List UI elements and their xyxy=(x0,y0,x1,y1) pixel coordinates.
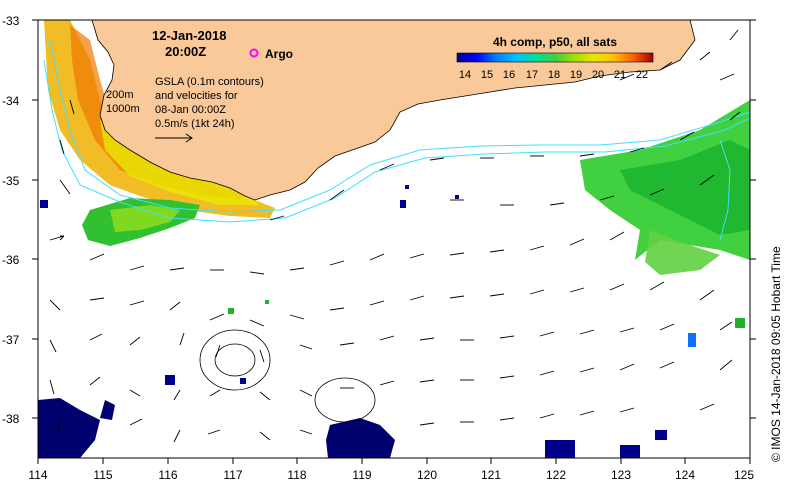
sst-green-west xyxy=(82,198,200,246)
colorbar-tick: 21 xyxy=(614,69,626,81)
y-tick-label: -34 xyxy=(2,94,20,108)
map-date: 12-Jan-2018 xyxy=(152,28,226,43)
velocity-arrows xyxy=(49,29,741,443)
colorbar-tick: 18 xyxy=(548,69,560,81)
argo-label: Argo xyxy=(265,47,293,61)
x-tick-label: 121 xyxy=(481,468,501,482)
y-tick-label: -38 xyxy=(2,412,20,426)
axis-ticks xyxy=(32,19,756,464)
x-tick-label: 116 xyxy=(158,468,177,482)
sst-cold-patches xyxy=(38,398,395,458)
depth-label-200m: 200m xyxy=(106,89,134,101)
y-tick-label: -35 xyxy=(2,174,20,188)
x-tick-label: 114 xyxy=(28,468,47,482)
map-time: 20:00Z xyxy=(165,44,206,59)
argo-legend: Argo xyxy=(249,47,293,61)
x-tick-label: 124 xyxy=(675,468,695,482)
x-tick-label: 123 xyxy=(611,468,631,482)
x-tick-label: 122 xyxy=(546,468,566,482)
sst-green-east xyxy=(580,100,750,275)
colorbar-tick: 19 xyxy=(570,69,582,81)
sst-scatter xyxy=(40,185,745,458)
colorbar-tick: 17 xyxy=(526,69,538,81)
description-line: GSLA (0.1m contours) xyxy=(155,76,264,88)
colorbar-tick: 15 xyxy=(481,69,493,81)
x-tick-label: 125 xyxy=(734,468,754,482)
plot-area xyxy=(38,20,750,458)
eddies xyxy=(199,329,376,423)
argo-marker-icon xyxy=(249,48,259,58)
colorbar: 4h comp, p50, all sats 14 15 16 17 18 19… xyxy=(456,35,654,81)
y-tick-label: -37 xyxy=(2,333,20,347)
description-line: and velocities for xyxy=(155,90,238,102)
x-tick-label: 120 xyxy=(417,468,437,482)
colorbar-title: 4h comp, p50, all sats xyxy=(493,35,617,49)
description-line: 0.5m/s (1kt 24h) xyxy=(155,118,234,130)
y-tick-labels: -33 -34 -35 -36 -37 -38 xyxy=(2,14,20,426)
x-tick-label: 117 xyxy=(223,468,242,482)
colorbar-tick: 14 xyxy=(459,69,471,81)
x-tick-label: 118 xyxy=(287,468,306,482)
x-tick-label: 119 xyxy=(352,468,371,482)
plot-frame xyxy=(37,19,751,459)
scale-arrow-icon xyxy=(155,133,193,143)
isobath-contours xyxy=(43,39,750,241)
colorbar-tick: 20 xyxy=(592,69,604,81)
colorbar-gradient xyxy=(456,52,654,63)
colorbar-tick: 16 xyxy=(503,69,515,81)
y-tick-label: -33 xyxy=(2,14,20,28)
australia-land xyxy=(91,20,696,201)
colorbar-tick: 22 xyxy=(636,69,648,81)
description-line: 08-Jan 00:00Z xyxy=(155,104,226,116)
credit-text: © IMOS 14-Jan-2018 09:05 Hobart Time xyxy=(769,246,783,462)
x-tick-label: 115 xyxy=(93,468,112,482)
depth-label-1000m: 1000m xyxy=(106,103,140,115)
x-tick-labels: 114 115 116 117 118 119 120 121 122 123 … xyxy=(28,468,754,482)
map-description: GSLA (0.1m contours) and velocities for … xyxy=(155,76,264,143)
y-tick-label: -36 xyxy=(2,253,20,267)
